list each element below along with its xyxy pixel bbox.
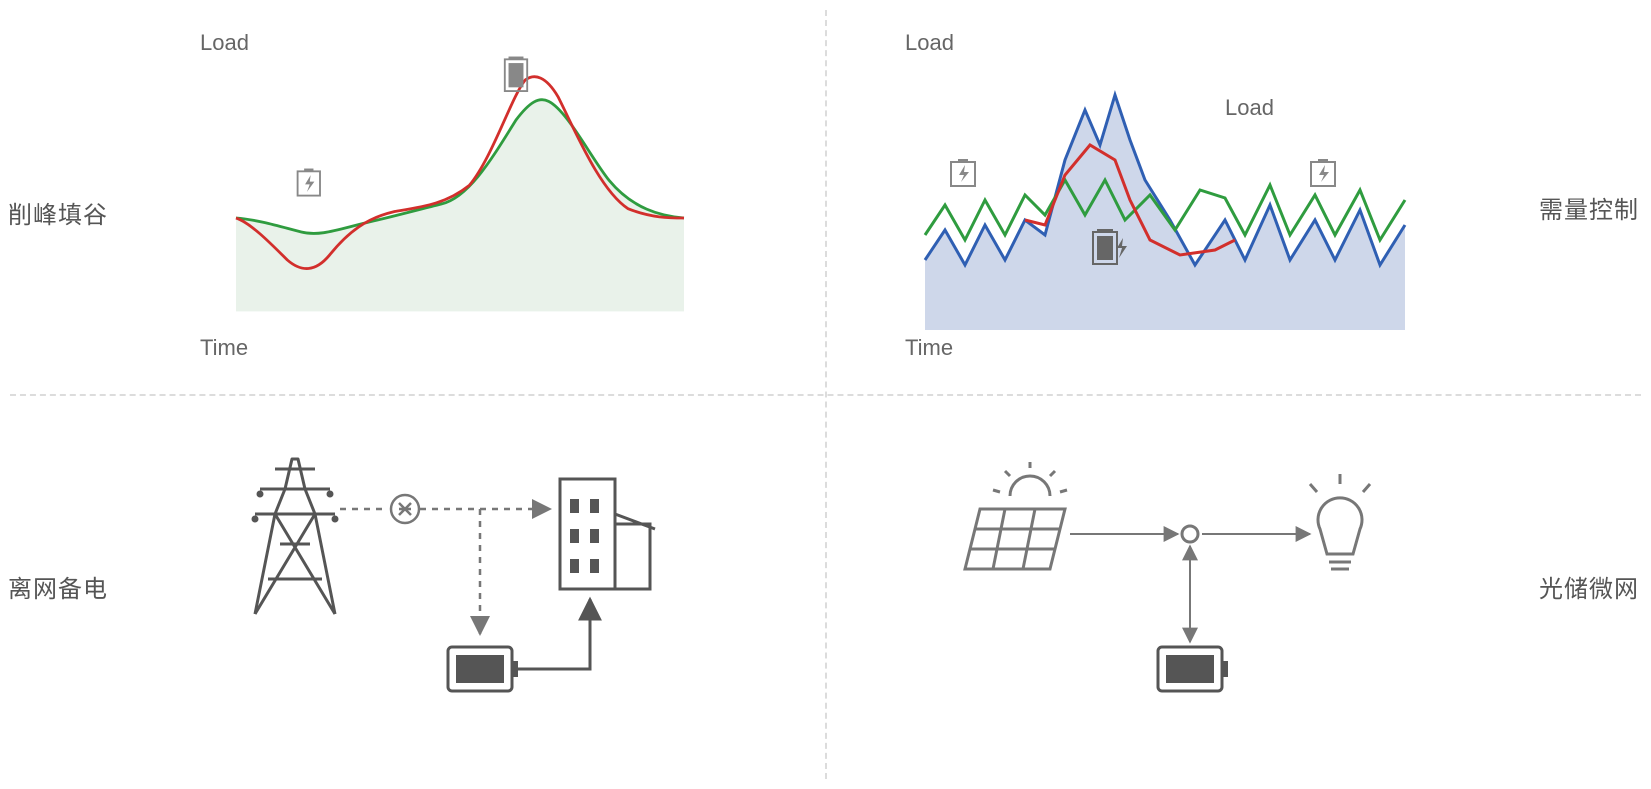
edge-battery-building — [518, 599, 590, 669]
breaker-icon — [391, 495, 419, 523]
title-peak-shaving: 削峰填谷 — [8, 195, 108, 230]
transmission-tower-icon — [253, 459, 337, 614]
title-demand-control: 需量控制 — [1539, 190, 1639, 225]
battery-icon-q3 — [448, 647, 518, 691]
chart-demand-control — [885, 50, 1445, 350]
panel-offgrid-backup: 离网备电 — [0, 394, 825, 789]
building-icon — [560, 479, 655, 589]
battery-charging-icon-right — [1311, 159, 1335, 186]
solar-panel-icon — [965, 462, 1067, 569]
lightbulb-icon — [1310, 474, 1370, 569]
area-fill — [236, 100, 684, 312]
panel-demand-control: 需量控制 Load Load Time — [825, 0, 1651, 394]
panel-peak-shaving: 削峰填谷 Load Time — [0, 0, 825, 394]
diagram-offgrid — [180, 434, 740, 754]
chart-peak-shaving — [180, 50, 740, 330]
hub-node — [1182, 526, 1198, 542]
diagram-microgrid — [925, 434, 1485, 754]
title-microgrid: 光储微网 — [1539, 569, 1639, 604]
battery-charging-icon-left — [951, 159, 975, 186]
title-offgrid-backup: 离网备电 — [8, 569, 108, 604]
panel-solar-storage-microgrid: 光储微网 — [825, 394, 1651, 789]
xaxis-label-q1: Time — [200, 335, 248, 361]
battery-full-icon — [505, 57, 527, 92]
battery-icon-q4 — [1158, 647, 1228, 691]
battery-charging-icon — [298, 169, 320, 196]
